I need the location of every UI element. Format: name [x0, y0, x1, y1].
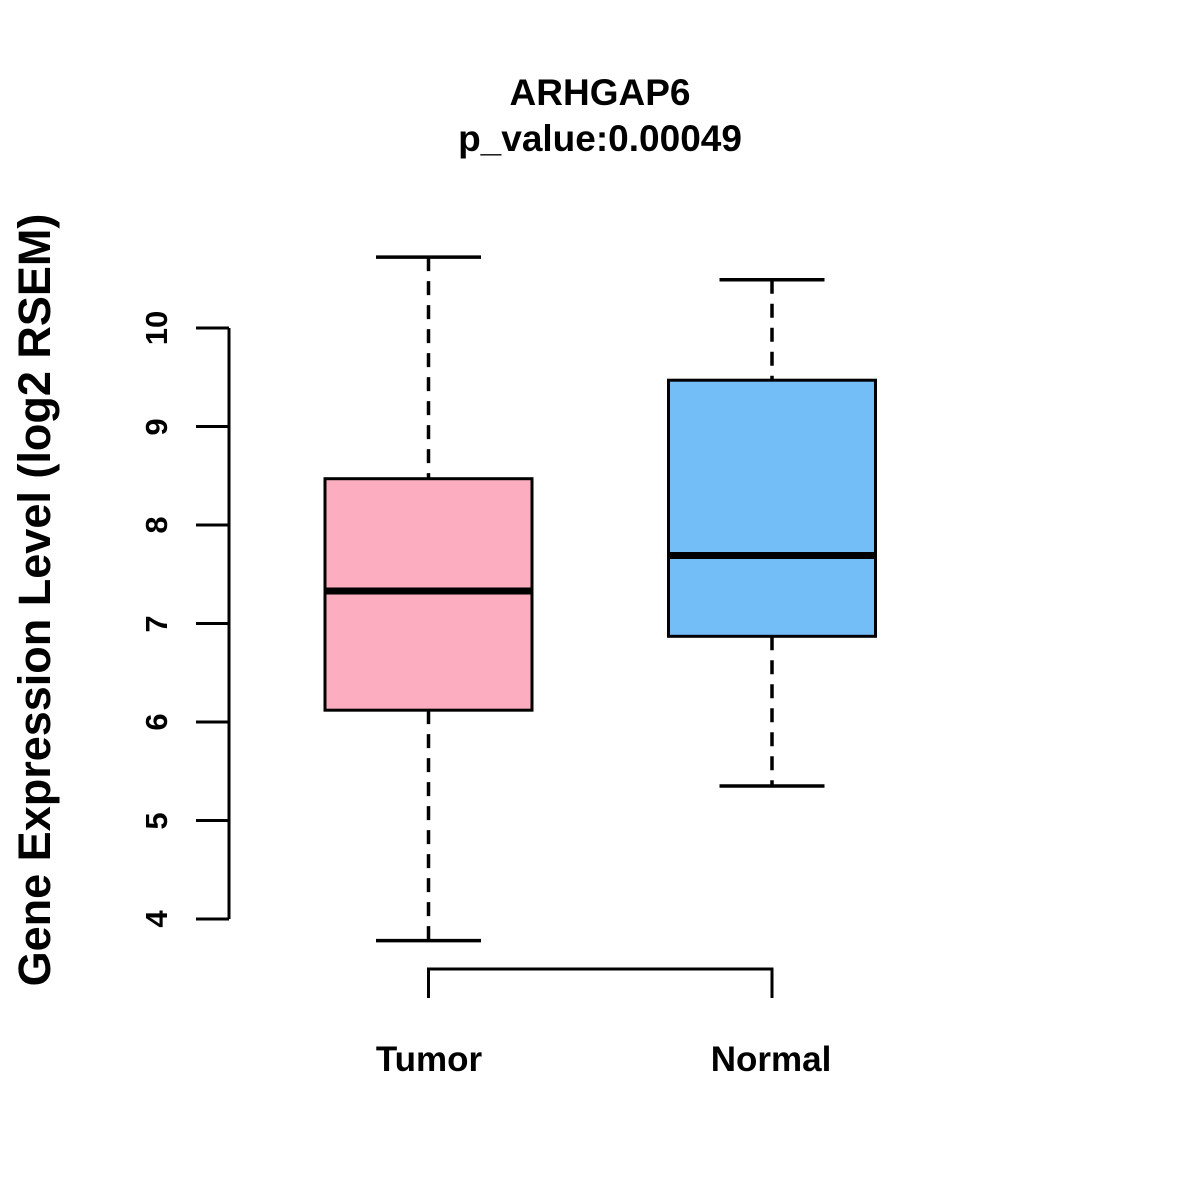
- x-axis-bracket: [427, 967, 774, 998]
- y-tick-label: 7: [139, 614, 174, 633]
- x-category-label-tumor: Tumor: [375, 1040, 483, 1079]
- y-tick-label: 4: [139, 910, 174, 928]
- chart-title: ARHGAP6: [509, 72, 691, 113]
- x-category-label-normal: Normal: [710, 1040, 832, 1079]
- y-tick-label: 5: [139, 811, 174, 830]
- chart-subtitle: p_value:0.00049: [458, 118, 742, 159]
- box-normal: [667, 378, 877, 638]
- y-tick-label: 8: [139, 516, 174, 534]
- y-tick-label: 6: [139, 713, 174, 731]
- title-block: ARHGAP6 p_value:0.00049: [0, 72, 1200, 160]
- y-tick-label: 10: [139, 310, 174, 346]
- y-tick-label: 9: [139, 417, 174, 436]
